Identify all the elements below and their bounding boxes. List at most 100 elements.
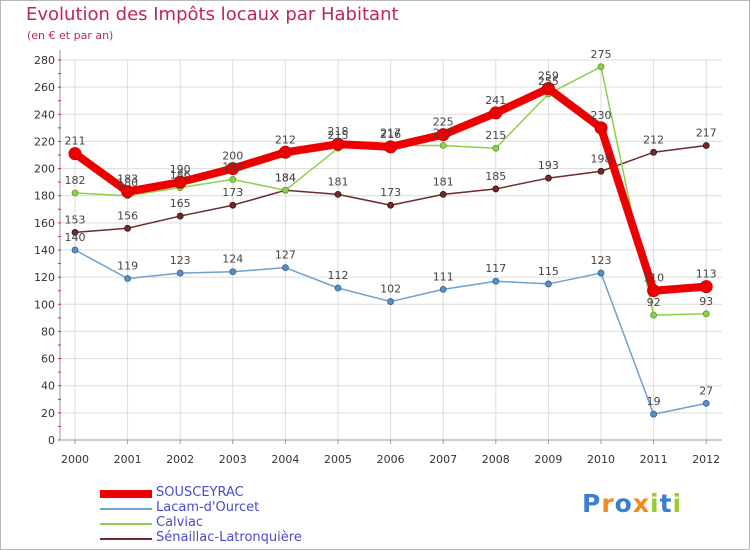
data-point	[226, 162, 240, 176]
data-point	[384, 140, 398, 154]
data-label: 200	[222, 150, 243, 163]
x-tick-label: 2005	[324, 453, 352, 466]
data-label: 218	[328, 125, 349, 138]
data-point	[545, 174, 552, 182]
data-label: 184	[275, 171, 296, 184]
data-label: 212	[275, 133, 296, 146]
y-tick-label: 180	[34, 190, 55, 203]
legend-label-sousceyrac: SOUSCEYRAC	[156, 485, 244, 500]
data-label: 259	[538, 70, 559, 83]
data-point	[650, 311, 657, 319]
data-label: 92	[647, 296, 661, 309]
y-tick-label: 40	[41, 380, 55, 393]
data-label: 119	[117, 260, 138, 273]
data-label: 183	[117, 173, 138, 186]
data-label: 181	[328, 175, 349, 188]
data-label: 19	[647, 395, 661, 408]
data-point	[489, 106, 503, 120]
data-point	[597, 269, 605, 277]
y-tick-label: 60	[41, 353, 55, 366]
data-label: 180	[117, 177, 138, 190]
data-point	[71, 246, 79, 254]
data-point	[594, 121, 608, 135]
data-point	[229, 201, 237, 209]
data-label: 255	[538, 75, 559, 88]
legend-label-senaillac-latronquiere: Sénaillac-Latronquière	[156, 530, 302, 545]
legend-swatch-lacam-dourcet	[100, 508, 152, 510]
y-tick-label: 120	[34, 271, 55, 284]
x-tick-label: 2011	[640, 453, 668, 466]
chart-subtitle: (en € et par an)	[27, 29, 114, 42]
data-point	[281, 186, 289, 194]
data-label: 123	[170, 254, 191, 267]
y-tick-label: 160	[34, 217, 55, 230]
data-point	[650, 410, 657, 418]
data-point	[229, 176, 237, 183]
legend-swatch-senaillac-latronquiere	[100, 538, 152, 540]
data-label: 212	[643, 133, 664, 146]
logo-letter: P	[582, 489, 602, 518]
data-point	[702, 399, 710, 407]
data-label: 113	[696, 268, 717, 281]
data-label: 275	[591, 48, 612, 61]
logo-letter: t	[659, 489, 673, 518]
data-point	[650, 148, 657, 156]
data-point	[439, 190, 447, 198]
x-tick-label: 2004	[271, 453, 299, 466]
data-label: 111	[433, 270, 454, 283]
data-point	[173, 175, 187, 189]
data-point	[702, 142, 710, 149]
data-label: 124	[222, 253, 243, 266]
data-label: 186	[170, 169, 191, 182]
data-label: 182	[65, 174, 86, 187]
x-tick-label: 2012	[692, 453, 720, 466]
y-tick-label: 260	[34, 81, 55, 94]
data-label: 190	[170, 163, 191, 176]
legend-label-calviac: Calviac	[156, 515, 204, 530]
data-label: 102	[380, 283, 401, 296]
logo-letter: x	[632, 489, 650, 518]
y-tick-label: 220	[34, 135, 55, 148]
data-point	[492, 277, 500, 285]
x-tick-label: 2007	[429, 453, 457, 466]
data-label: 115	[538, 265, 559, 278]
data-point	[436, 128, 450, 142]
data-point	[492, 185, 500, 193]
data-point	[439, 285, 447, 293]
data-label: 216	[380, 128, 401, 141]
data-label: 153	[65, 213, 86, 226]
x-tick-label: 2003	[219, 453, 247, 466]
data-point	[647, 284, 661, 298]
data-label: 217	[696, 127, 717, 140]
data-label: 198	[591, 152, 612, 165]
y-tick-label: 280	[34, 54, 55, 67]
y-tick-label: 20	[41, 407, 55, 420]
y-tick-label: 200	[34, 163, 55, 176]
y-tick-label: 0	[48, 434, 55, 447]
data-point	[278, 145, 292, 159]
data-point	[597, 167, 605, 175]
data-label: 112	[328, 269, 349, 282]
data-point	[387, 298, 395, 305]
data-label: 110	[643, 272, 664, 285]
data-point	[124, 224, 131, 232]
data-label: 215	[328, 129, 349, 142]
data-label: 192	[222, 160, 243, 173]
data-label: 217	[433, 127, 454, 140]
data-point	[387, 201, 395, 209]
legend-swatch-calviac	[100, 523, 152, 525]
data-point	[68, 147, 82, 161]
data-point	[176, 212, 184, 220]
data-label: 185	[485, 170, 506, 183]
legend-swatch-sousceyrac	[100, 490, 152, 498]
data-label: 123	[591, 254, 612, 267]
x-tick-label: 2008	[482, 453, 510, 466]
legend-label-lacam-dourcet: Lacam-d'Ourcet	[156, 500, 260, 515]
data-point	[541, 82, 555, 95]
logo-letter: o	[614, 489, 633, 518]
data-point	[71, 189, 79, 197]
data-point	[281, 264, 289, 272]
data-label: 217	[380, 127, 401, 140]
data-label: 230	[591, 109, 612, 122]
logo-letter: i	[672, 489, 683, 518]
